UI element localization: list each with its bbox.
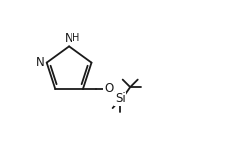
Text: O: O xyxy=(104,83,114,95)
Text: N: N xyxy=(36,56,45,69)
Text: H: H xyxy=(73,33,80,43)
Text: N: N xyxy=(65,32,73,45)
Text: Si: Si xyxy=(115,92,126,105)
